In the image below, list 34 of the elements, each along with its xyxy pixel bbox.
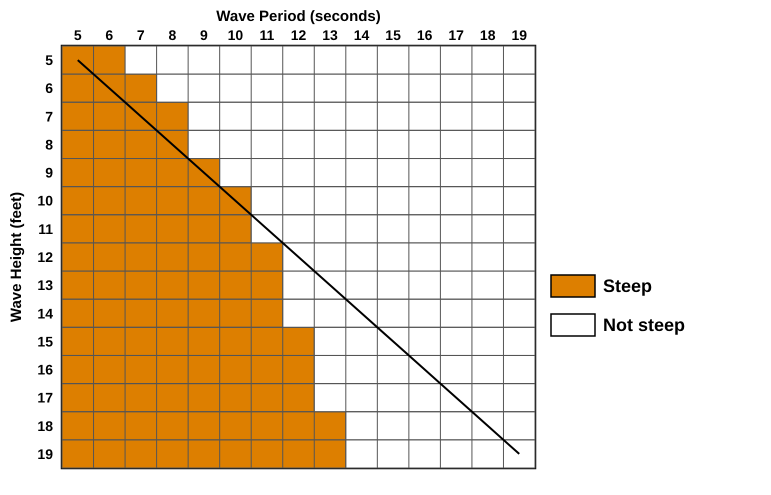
- y-tick-label: 6: [45, 80, 54, 96]
- x-tick-label: 7: [136, 27, 145, 43]
- y-tick-label: 11: [38, 220, 54, 237]
- y-tick-label: 5: [45, 52, 54, 68]
- y-axis-title: Wave Height (feet): [8, 192, 25, 322]
- y-tick-label: 12: [37, 249, 54, 265]
- x-tick-label: 13: [322, 27, 338, 43]
- y-tick-label: 7: [45, 108, 54, 124]
- y-tick-label: 19: [37, 446, 54, 462]
- x-tick-label: 16: [416, 27, 433, 43]
- x-tick-label: 18: [480, 27, 496, 43]
- y-tick-label: 17: [37, 390, 54, 406]
- x-tick-label: 17: [448, 27, 464, 43]
- text: Not steep: [603, 315, 686, 335]
- x-tick-label: 8: [168, 27, 176, 43]
- y-tick-label: 18: [37, 418, 54, 434]
- x-tick-label: 9: [200, 27, 208, 43]
- x-tick-label: 5: [74, 27, 82, 43]
- x-tick-label: 12: [290, 27, 306, 43]
- x-tick-label: 6: [105, 27, 114, 43]
- x-tick-label: 14: [354, 27, 370, 43]
- x-tick-label: 15: [385, 27, 402, 43]
- y-tick-label: 15: [37, 333, 54, 350]
- y-tick-label: 9: [45, 164, 54, 181]
- y-tick-label: 8: [45, 136, 54, 152]
- x-tick-label: 19: [511, 27, 528, 43]
- x-tick-label: 11: [260, 27, 275, 43]
- y-tick-label: 14: [37, 305, 54, 322]
- legend-label: Steep: [603, 276, 652, 296]
- x-axis-title: Wave Period (seconds): [216, 8, 381, 25]
- x-tick-label: 10: [228, 27, 244, 43]
- y-tick-label: 13: [37, 277, 54, 294]
- y-tick-label: 10: [37, 192, 54, 209]
- y-tick-label: 16: [37, 362, 54, 378]
